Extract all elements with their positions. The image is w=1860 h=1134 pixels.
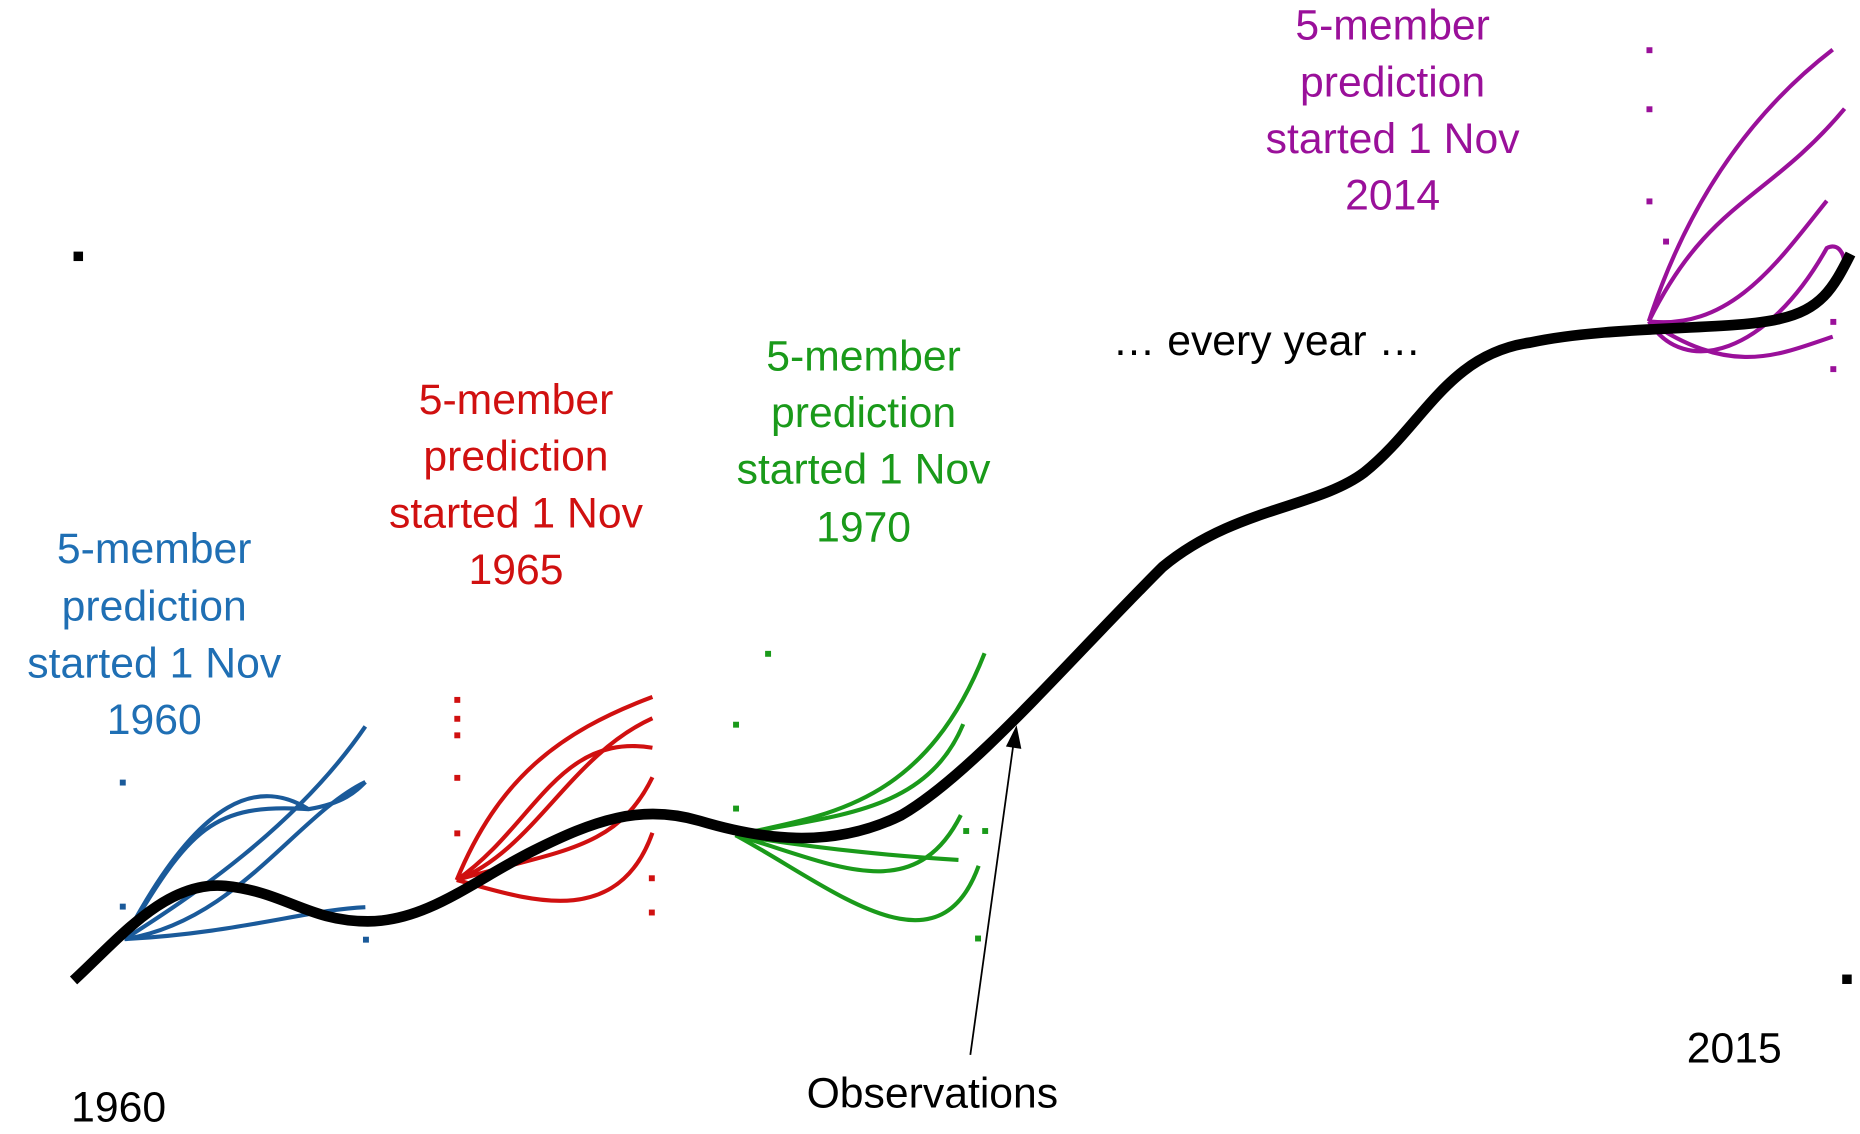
label-line: started 1 Nov	[389, 490, 644, 538]
label-line: 5-member	[766, 332, 961, 380]
observations-line	[69, 251, 1856, 985]
label-line: 5-member	[419, 376, 614, 424]
label-line: 1965	[469, 546, 564, 594]
label-line: 5-member	[57, 525, 252, 573]
label-line: started 1 Nov	[737, 446, 992, 494]
end-year: 2015	[1687, 1025, 1782, 1073]
label-line: prediction	[771, 389, 956, 437]
label-line: started 1 Nov	[27, 640, 282, 688]
label-line: 1970	[816, 504, 911, 552]
ensemble-1965	[454, 695, 655, 903]
label-line: prediction	[62, 583, 247, 631]
markers	[73, 47, 1852, 984]
start-year: 1960	[71, 1084, 166, 1132]
arrow-head	[1005, 725, 1022, 749]
label-line: prediction	[423, 433, 608, 481]
label-line: prediction	[1300, 58, 1485, 106]
label-1960: 5-member prediction started 1 Nov 1960	[27, 525, 282, 744]
note: … every year …	[1113, 317, 1421, 365]
observations-label: Observations	[807, 1070, 1059, 1118]
label-line: 2014	[1345, 172, 1440, 220]
ensemble-1960	[122, 725, 368, 942]
arrow	[969, 738, 1016, 1055]
ensemble-1970	[734, 652, 987, 923]
label-1965: 5-member prediction started 1 Nov 1965	[389, 376, 644, 594]
ensemble-2014	[1646, 47, 1847, 360]
label-line: started 1 Nov	[1266, 115, 1521, 163]
label-line: 1960	[107, 696, 202, 744]
label-line: 5-member	[1295, 2, 1490, 50]
label-2014: 5-member prediction started 1 Nov 2014	[1266, 2, 1521, 220]
label-1970: 5-member prediction started 1 Nov 1970	[737, 332, 992, 551]
